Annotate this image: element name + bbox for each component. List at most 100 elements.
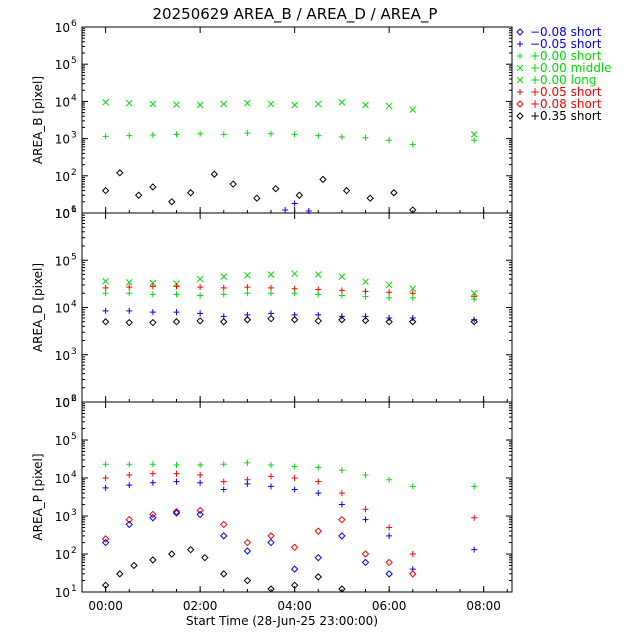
data-point — [338, 467, 345, 474]
data-point — [244, 271, 251, 279]
data-point — [186, 189, 195, 197]
data-point — [220, 284, 227, 291]
data-point — [197, 471, 204, 478]
data-point — [210, 170, 219, 178]
data-point — [291, 101, 298, 109]
data-point — [267, 100, 275, 108]
series — [102, 307, 478, 323]
data-point — [149, 461, 156, 468]
data-point — [268, 461, 275, 468]
data-point — [149, 479, 156, 486]
y-tick-label: 10 — [55, 207, 70, 221]
data-point — [196, 101, 204, 109]
data-point — [101, 538, 110, 547]
data-point — [126, 284, 133, 291]
legend-marker — [517, 53, 523, 59]
data-point — [168, 550, 176, 558]
data-point — [291, 200, 298, 207]
data-point — [338, 134, 345, 141]
data-point — [338, 515, 346, 524]
data-point — [385, 570, 393, 578]
data-point — [338, 490, 345, 497]
data-points — [101, 98, 478, 214]
data-point — [244, 99, 251, 107]
y-tick-label: 10 — [55, 95, 70, 109]
data-point — [291, 290, 298, 297]
data-point — [101, 581, 110, 590]
data-point — [386, 289, 393, 296]
legend-label: −0.05 short — [530, 37, 602, 51]
data-point — [196, 510, 204, 519]
data-point — [197, 310, 204, 317]
data-point — [168, 198, 176, 206]
data-point — [385, 281, 393, 289]
y-tick-exponent: 4 — [71, 470, 77, 480]
data-point — [130, 561, 138, 570]
data-point — [125, 515, 133, 524]
data-point — [197, 461, 204, 468]
data-point — [126, 307, 133, 314]
data-point — [125, 520, 133, 529]
data-point — [315, 490, 322, 497]
data-point — [291, 463, 298, 470]
data-point — [338, 287, 345, 294]
data-point — [295, 191, 304, 199]
data-point — [361, 558, 370, 567]
legend-label: +0.08 short — [530, 97, 602, 111]
data-point — [361, 316, 370, 325]
data-point — [268, 290, 275, 297]
data-point — [409, 570, 417, 578]
legend-marker — [516, 76, 524, 84]
y-tick-label: 10 — [55, 548, 70, 562]
data-point — [390, 189, 398, 197]
data-point — [385, 102, 393, 110]
y-tick-exponent: 6 — [71, 205, 77, 215]
data-point — [244, 130, 251, 137]
series — [102, 130, 478, 148]
data-point — [386, 476, 393, 483]
data-point — [125, 279, 133, 286]
data-point — [220, 100, 228, 108]
y-tick-exponent: 6 — [71, 19, 77, 29]
series — [102, 470, 478, 557]
data-point — [102, 277, 109, 285]
legend-marker — [517, 41, 523, 47]
data-point — [173, 309, 180, 316]
data-points — [101, 459, 478, 593]
data-point — [197, 292, 204, 299]
legend: −0.08 short−0.05 short+0.00 short+0.00 m… — [516, 25, 612, 123]
data-point — [315, 291, 322, 298]
data-point — [319, 175, 327, 184]
data-point — [149, 470, 156, 477]
x-tick-label: 00:00 — [88, 599, 123, 613]
data-point — [102, 284, 109, 291]
data-point — [267, 271, 275, 278]
y-tick-exponent: 2 — [71, 546, 77, 556]
y-tick-exponent: 1 — [71, 584, 77, 594]
data-point — [409, 314, 416, 321]
y-tick-label: 10 — [55, 58, 70, 72]
data-point — [173, 478, 180, 485]
data-point — [386, 294, 393, 301]
data-point — [102, 290, 109, 297]
data-point — [338, 98, 346, 106]
legend-label: −0.08 short — [530, 25, 602, 39]
data-point — [290, 316, 299, 324]
y-tick-label: 10 — [55, 170, 70, 184]
data-point — [338, 585, 346, 593]
data-point — [267, 314, 275, 323]
data-point — [409, 106, 417, 114]
x-tick-label: 04:00 — [277, 599, 312, 613]
data-point — [409, 285, 417, 293]
legend-marker — [516, 64, 524, 72]
data-point — [116, 169, 124, 177]
y-tick-exponent: 5 — [71, 432, 77, 442]
y-tick-label: 10 — [55, 586, 70, 600]
series — [102, 98, 478, 138]
data-point — [315, 464, 322, 471]
data-point — [338, 501, 345, 508]
data-point — [314, 553, 322, 562]
data-point — [149, 100, 157, 108]
data-point — [338, 316, 346, 324]
